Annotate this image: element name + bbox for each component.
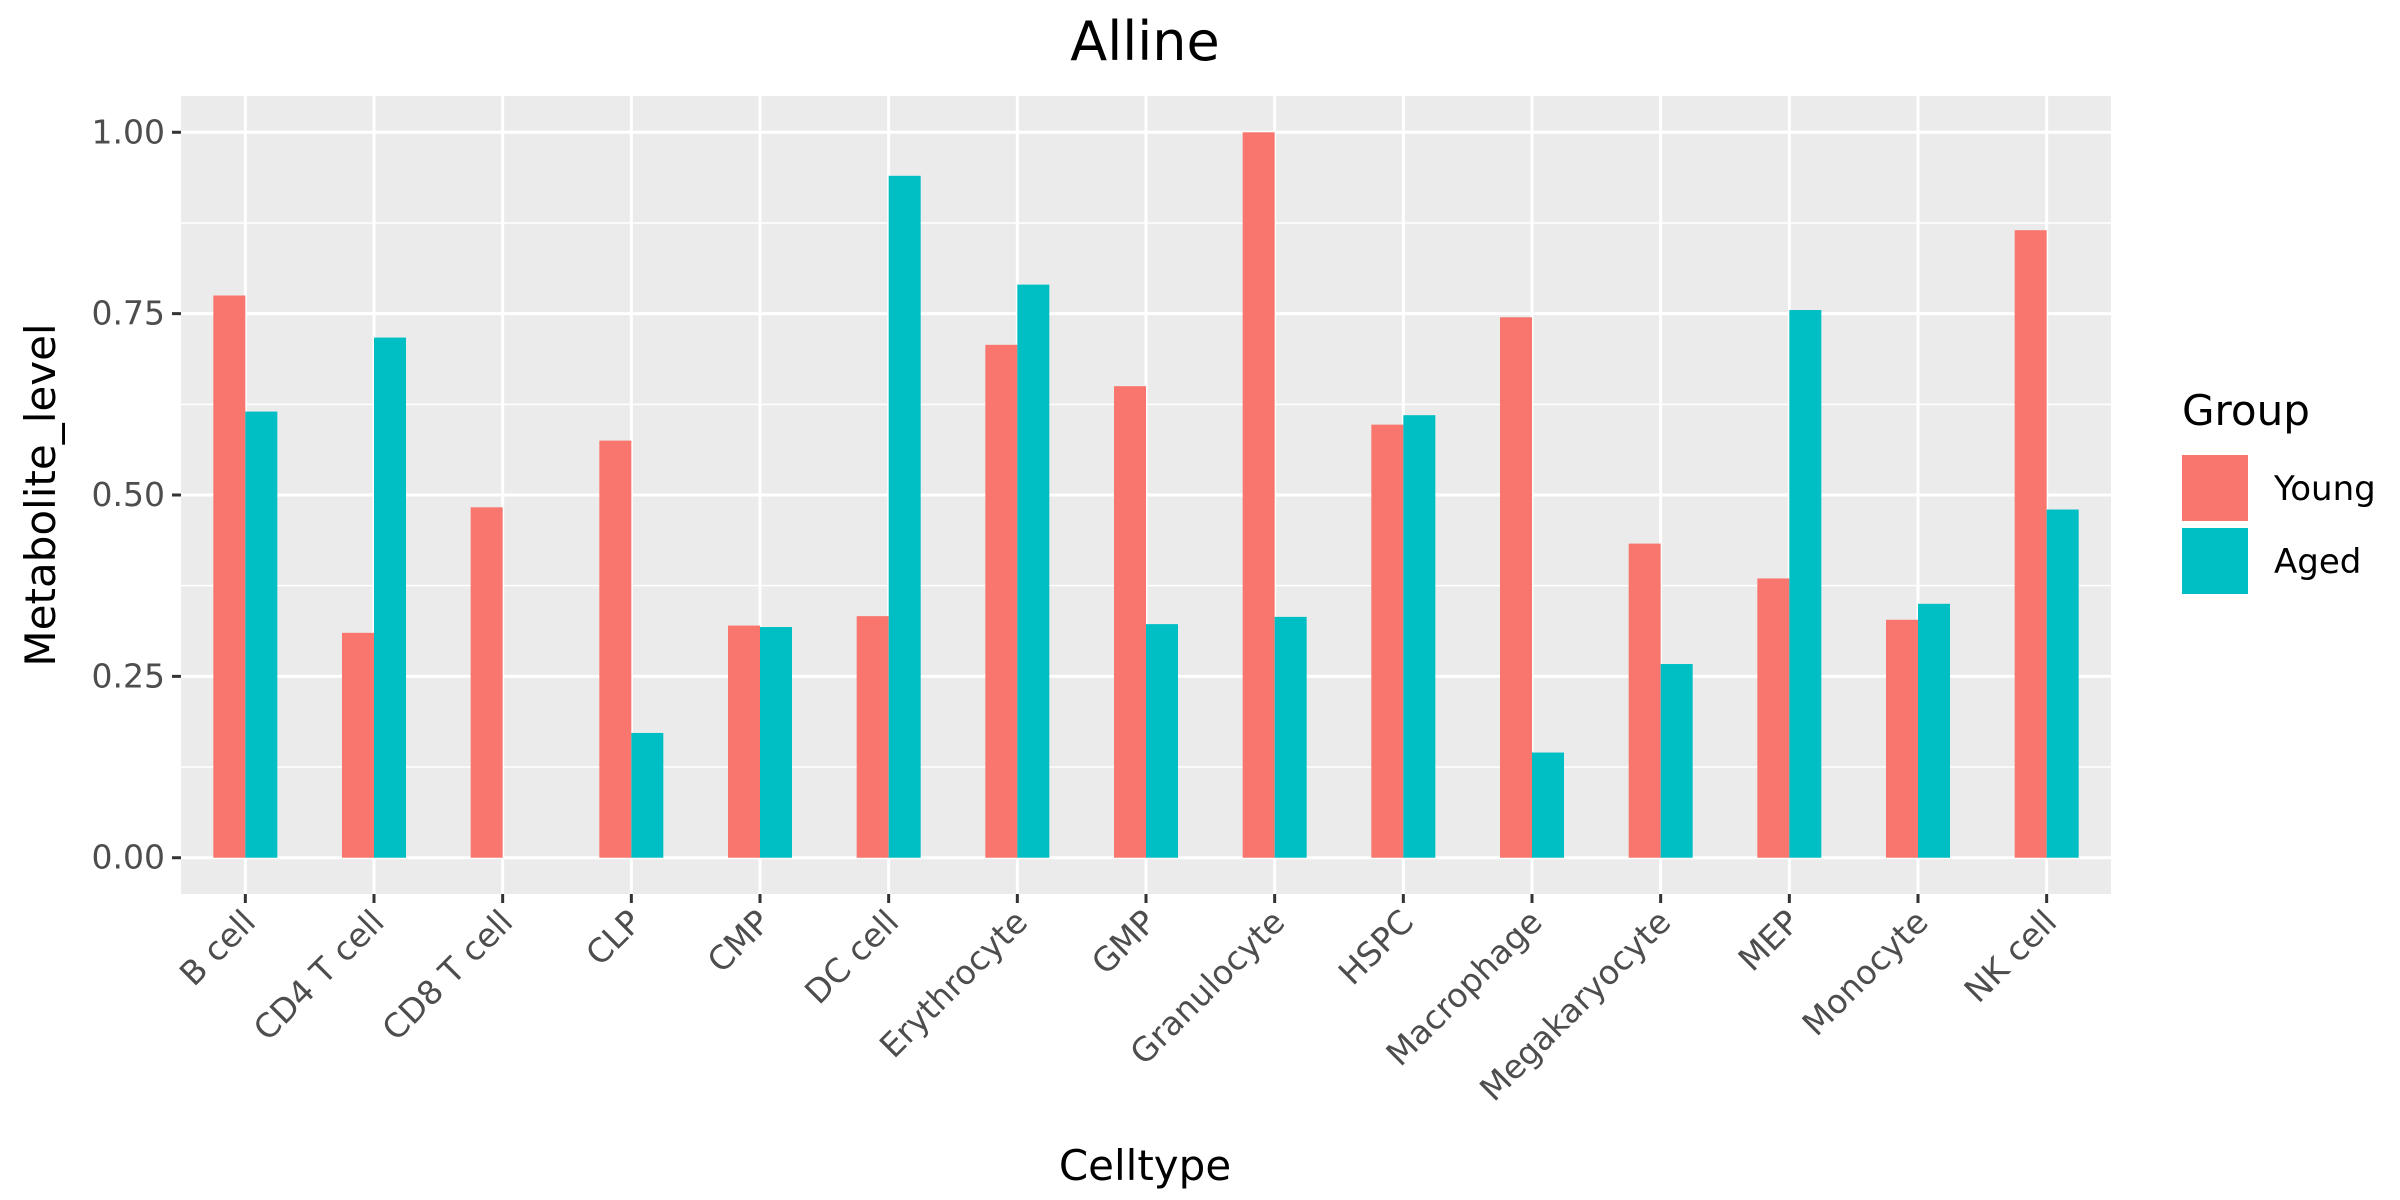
bar-aged-9: [1403, 415, 1436, 858]
y-axis: 0.00 0.25 0.50 0.75 1.00: [92, 112, 181, 877]
x-tick-label: NK cell: [1956, 902, 2064, 1010]
bar-aged-12: [1789, 310, 1822, 858]
x-tick-label: B cell: [172, 902, 263, 993]
y-tick-label: 0.75: [92, 294, 165, 333]
y-tick-label: 0.25: [92, 656, 165, 695]
legend-key-aged: [2182, 528, 2248, 594]
legend-title: Group: [2182, 386, 2310, 435]
y-tick-label: 0.50: [92, 475, 165, 514]
bar-aged-1: [374, 337, 406, 858]
bar-young-4: [728, 625, 760, 858]
bar-aged-7: [1146, 624, 1178, 858]
bar-young-11: [1628, 543, 1661, 858]
x-tick-label: Monocyte: [1794, 902, 1935, 1043]
legend-label-aged: Aged: [2274, 542, 2361, 582]
bar-aged-13: [1918, 603, 1950, 858]
x-tick-label: CLP: [578, 902, 649, 973]
bar-young-10: [1500, 317, 1532, 858]
bar-young-14: [2014, 230, 2047, 858]
chart-title: Alline: [1070, 10, 1219, 73]
x-tick-label: GMP: [1084, 902, 1164, 982]
bar-aged-8: [1274, 616, 1307, 858]
bar-aged-4: [760, 627, 792, 858]
legend: Group Young Aged: [2182, 386, 2376, 594]
bar-aged-3: [631, 732, 664, 858]
bar-aged-14: [2046, 509, 2079, 858]
bar-young-7: [1114, 386, 1146, 858]
bar-young-2: [470, 507, 503, 858]
bar-aged-6: [1017, 284, 1050, 858]
x-tick-label: CD4 T cell: [246, 902, 392, 1048]
bar-aged-10: [1532, 752, 1564, 858]
bar-young-9: [1371, 424, 1404, 858]
x-tick-label: MEP: [1730, 902, 1807, 979]
bar-young-0: [213, 295, 246, 858]
x-tick-label: CD8 T cell: [374, 902, 520, 1048]
x-tick-label: DC cell: [797, 902, 906, 1011]
y-tick-label: 1.00: [92, 112, 165, 151]
y-tick-label: 0.00: [92, 838, 165, 877]
x-axis-title: Celltype: [1059, 1141, 1231, 1190]
x-tick-label: CMP: [700, 902, 778, 980]
x-tick-label: HSPC: [1331, 902, 1421, 992]
bar-young-13: [1886, 619, 1918, 858]
bar-young-3: [599, 440, 632, 858]
legend-key-young: [2182, 455, 2248, 521]
bar-young-5: [856, 616, 889, 858]
bar-young-8: [1242, 132, 1275, 858]
bars: [213, 132, 2079, 858]
bar-aged-11: [1660, 664, 1693, 858]
bar-young-12: [1757, 578, 1790, 858]
bar-young-6: [985, 344, 1018, 858]
y-axis-title: Metabolite_level: [16, 323, 65, 666]
bar-young-1: [342, 632, 374, 858]
bar-aged-0: [245, 411, 278, 858]
bar-aged-5: [888, 175, 921, 858]
legend-label-young: Young: [2273, 469, 2376, 509]
